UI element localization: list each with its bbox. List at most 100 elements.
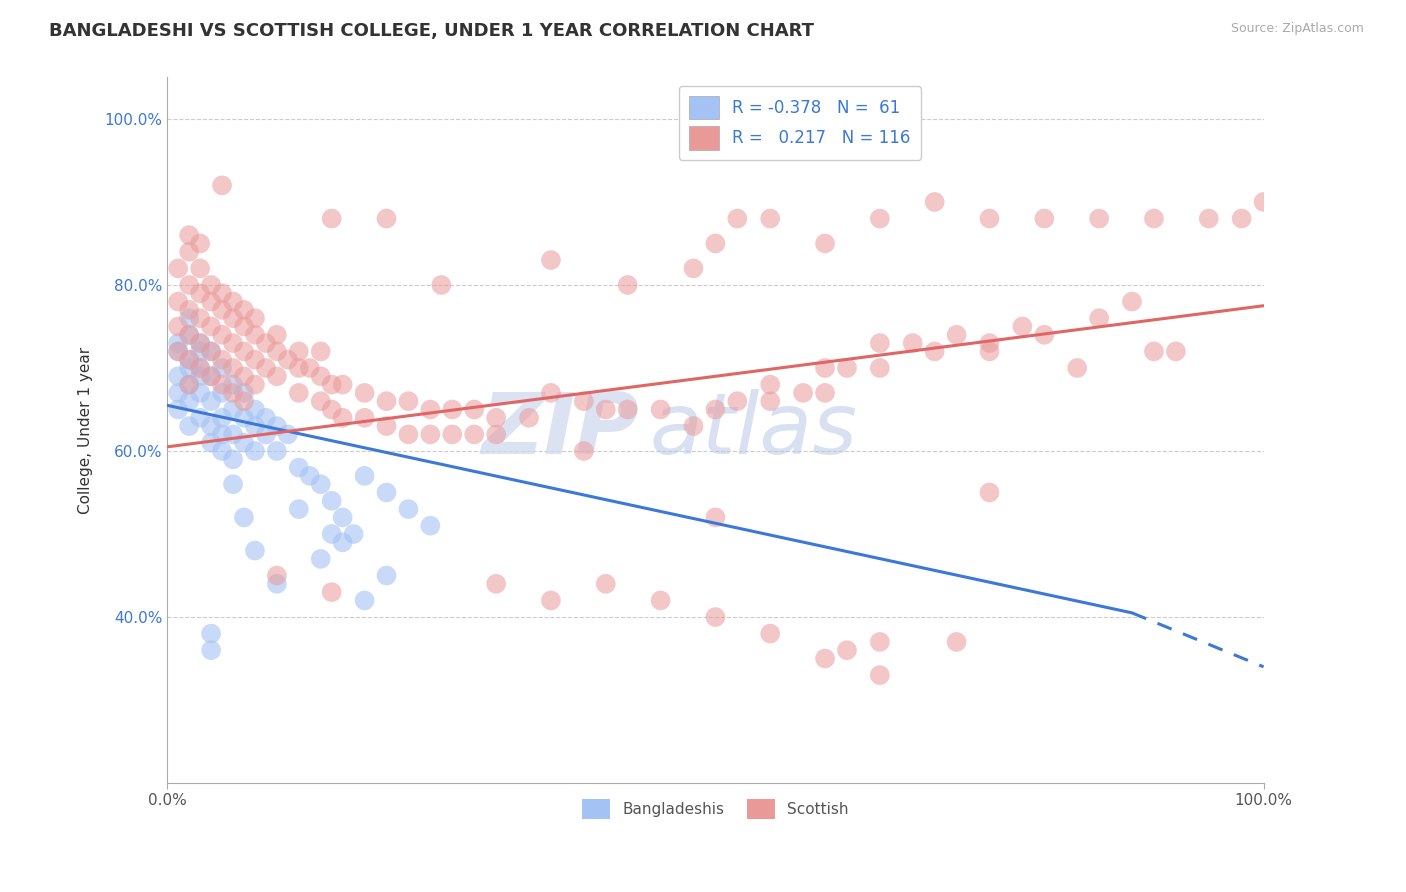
Point [332, 510, 354, 524]
Point [353, 469, 375, 483]
Point [595, 402, 617, 417]
Point [179, 228, 201, 243]
Point [814, 651, 837, 665]
Point [704, 236, 727, 251]
Point [167, 261, 190, 276]
Point [375, 568, 398, 582]
Point [288, 385, 311, 400]
Point [979, 211, 1001, 226]
Point [375, 211, 398, 226]
Point [353, 385, 375, 400]
Point [200, 435, 222, 450]
Point [266, 568, 288, 582]
Point [243, 327, 266, 342]
Point [616, 277, 638, 292]
Point [211, 427, 233, 442]
Point [211, 302, 233, 317]
Point [266, 369, 288, 384]
Point [222, 452, 245, 467]
Point [222, 361, 245, 376]
Point [167, 385, 190, 400]
Point [200, 277, 222, 292]
Point [517, 410, 540, 425]
Point [211, 410, 233, 425]
Point [200, 319, 222, 334]
Point [704, 402, 727, 417]
Point [792, 385, 814, 400]
Point [200, 369, 222, 384]
Point [200, 419, 222, 434]
Point [254, 410, 277, 425]
Point [211, 327, 233, 342]
Point [682, 261, 704, 276]
Point [167, 336, 190, 351]
Point [266, 576, 288, 591]
Point [759, 394, 782, 409]
Point [869, 668, 891, 682]
Point [572, 394, 595, 409]
Point [233, 369, 256, 384]
Point [924, 194, 946, 209]
Point [759, 626, 782, 640]
Point [222, 477, 245, 491]
Point [463, 427, 485, 442]
Point [979, 344, 1001, 359]
Point [441, 402, 464, 417]
Point [243, 402, 266, 417]
Point [243, 311, 266, 326]
Point [1230, 211, 1253, 226]
Point [979, 485, 1001, 500]
Point [200, 369, 222, 384]
Point [1033, 211, 1056, 226]
Point [277, 427, 299, 442]
Point [243, 419, 266, 434]
Point [321, 211, 343, 226]
Point [222, 311, 245, 326]
Point [309, 344, 332, 359]
Point [233, 319, 256, 334]
Point [945, 327, 967, 342]
Point [188, 361, 211, 376]
Point [298, 361, 321, 376]
Point [188, 385, 211, 400]
Point [485, 576, 508, 591]
Point [1253, 194, 1275, 209]
Point [188, 344, 211, 359]
Point [211, 361, 233, 376]
Point [1011, 319, 1033, 334]
Point [167, 344, 190, 359]
Point [396, 502, 419, 516]
Y-axis label: College, Under 1 year: College, Under 1 year [79, 347, 93, 514]
Point [419, 402, 441, 417]
Point [288, 344, 311, 359]
Point [188, 369, 211, 384]
Point [572, 444, 595, 458]
Point [243, 377, 266, 392]
Text: ZIP: ZIP [481, 389, 638, 472]
Point [309, 477, 332, 491]
Point [375, 419, 398, 434]
Point [179, 352, 201, 367]
Point [419, 518, 441, 533]
Point [179, 311, 201, 326]
Point [682, 419, 704, 434]
Point [167, 344, 190, 359]
Point [233, 510, 256, 524]
Point [924, 344, 946, 359]
Point [332, 535, 354, 549]
Point [1066, 361, 1088, 376]
Point [266, 344, 288, 359]
Point [167, 319, 190, 334]
Point [835, 643, 858, 657]
Point [814, 236, 837, 251]
Point [188, 361, 211, 376]
Point [188, 261, 211, 276]
Point [188, 311, 211, 326]
Point [375, 394, 398, 409]
Point [869, 336, 891, 351]
Point [211, 178, 233, 193]
Point [1121, 294, 1143, 309]
Point [200, 626, 222, 640]
Point [1088, 211, 1111, 226]
Point [595, 576, 617, 591]
